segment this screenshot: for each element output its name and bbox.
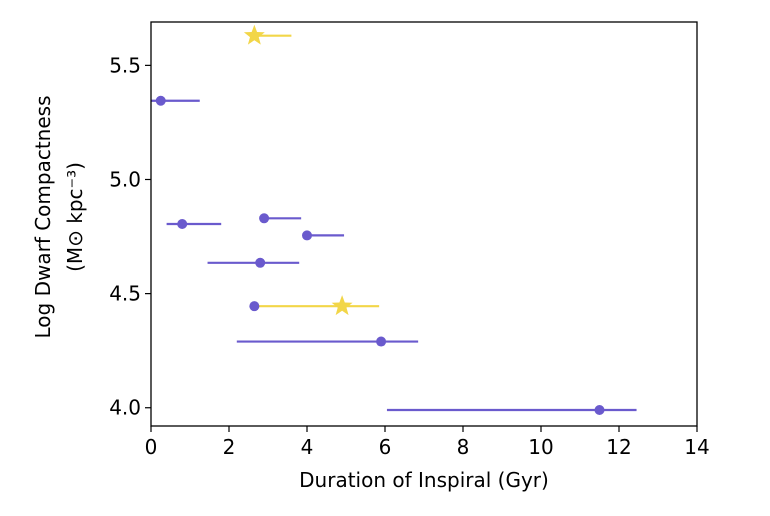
y-axis-label-line1: Log Dwarf Compactness: [31, 95, 55, 338]
data-marks: [151, 24, 637, 416]
star-point: [331, 295, 353, 316]
y-axis-label-line2: (M⊙ kpc⁻³): [63, 162, 87, 272]
data-point: [249, 301, 260, 312]
data-point: [177, 219, 188, 229]
data-point: [259, 213, 270, 224]
data-point: [155, 95, 166, 106]
x-tick-label: 8: [457, 435, 470, 459]
x-axis: 0 2 4 6 8 10 12 14: [145, 426, 710, 459]
x-tick-label: 10: [528, 435, 553, 459]
y-tick-label: 4.0: [109, 396, 141, 420]
x-tick-label: 6: [379, 435, 392, 459]
x-tick-label: 2: [223, 435, 236, 459]
plot-frame: [150, 21, 698, 427]
x-tick-label: 12: [606, 435, 631, 459]
data-point: [376, 336, 387, 347]
star-point: [243, 24, 265, 45]
y-tick-label: 5.5: [109, 53, 141, 77]
x-tick-label: 14: [684, 435, 709, 459]
y-tick-label: 5.0: [109, 167, 141, 191]
y-axis: 4.0 4.5 5.0 5.5: [109, 53, 151, 420]
x-tick-label: 4: [301, 435, 314, 459]
y-tick-label: 4.5: [109, 282, 141, 306]
data-point: [302, 230, 312, 241]
x-axis-label: Duration of Inspiral (Gyr): [299, 468, 549, 492]
x-tick-label: 0: [145, 435, 158, 459]
data-point: [594, 405, 605, 416]
data-point: [255, 257, 266, 268]
